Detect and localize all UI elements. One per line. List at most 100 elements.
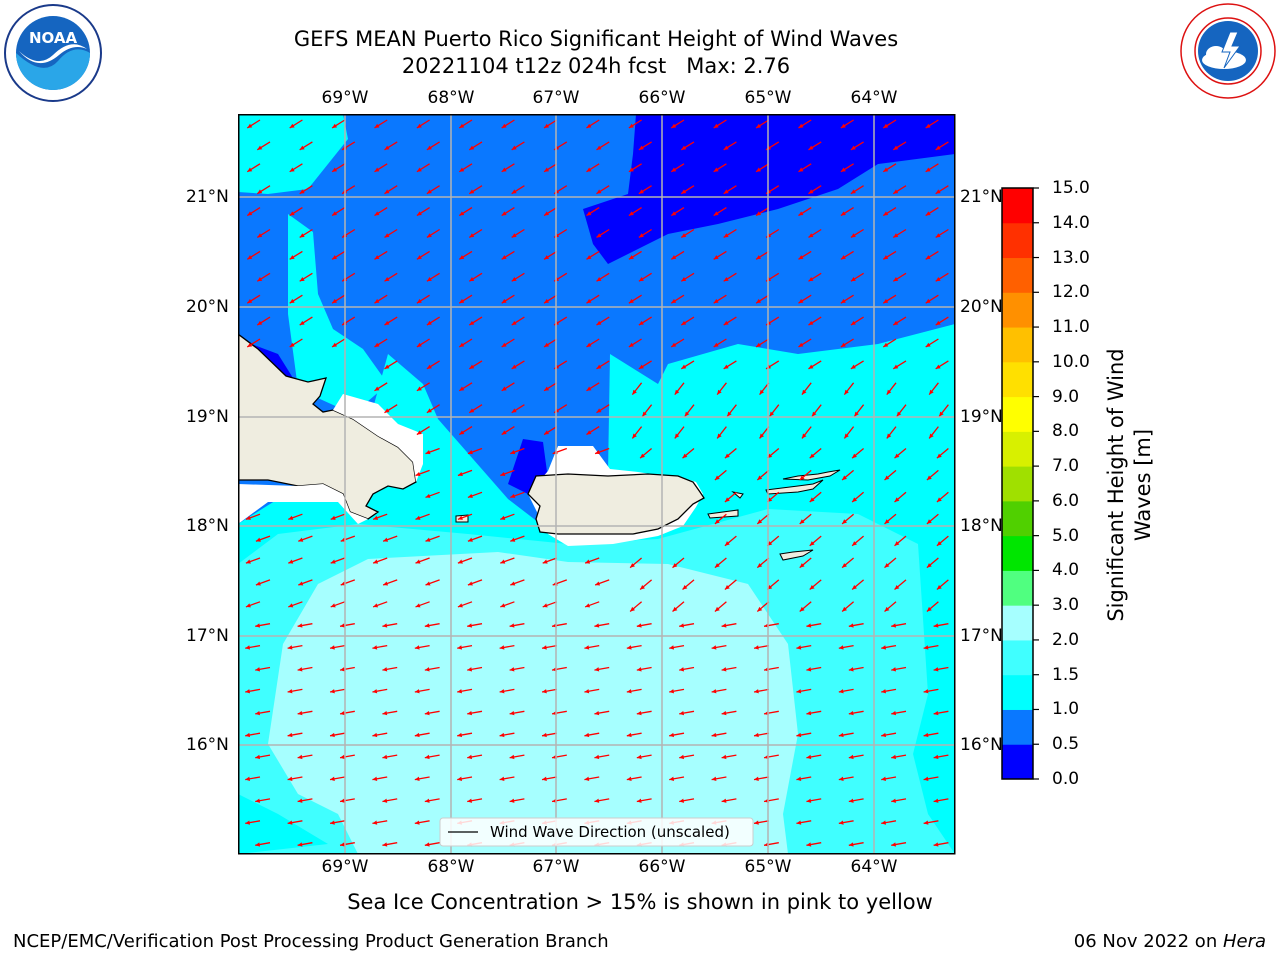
wave-arrow-head — [808, 364, 814, 369]
wave-arrow-head — [669, 645, 675, 650]
wave-arrow-head — [596, 320, 602, 326]
wave-arrow-head — [891, 710, 897, 716]
wave-arrow-head — [501, 211, 507, 216]
wave-arrow-head — [469, 408, 475, 413]
wave-arrow-head — [838, 645, 844, 650]
wave-arrow-head — [935, 189, 941, 194]
wave-arrow-head — [756, 123, 762, 128]
wave-arrow-head — [584, 776, 590, 781]
wave-arrow-head — [594, 710, 600, 716]
wave-arrow-head — [850, 320, 856, 326]
wave-arrow-head — [848, 667, 854, 672]
colorbar-tick-label: 1.5 — [1052, 664, 1080, 685]
footer-date: 06 Nov 2022 on Hera — [1074, 931, 1266, 952]
wave-arrow-head — [881, 732, 887, 738]
wave-arrow-head — [721, 667, 727, 672]
wave-arrow-head — [671, 298, 677, 304]
wave-arrow-head — [424, 842, 430, 847]
wave-arrow-head — [759, 433, 765, 439]
wave-arrow-head — [245, 603, 251, 608]
wave-arrow-head — [425, 581, 431, 586]
wave-arrow-head — [544, 255, 550, 260]
wave-arrow-head — [247, 342, 253, 347]
wave-arrow-head — [425, 537, 431, 542]
wave-arrow-head — [925, 298, 931, 304]
wave-arrow-head — [721, 754, 727, 760]
wave-arrow-head — [459, 123, 465, 128]
wave-arrow-head — [467, 754, 473, 760]
colorbar-segment — [1002, 570, 1033, 606]
wave-arrow-head — [500, 559, 506, 564]
wave-arrow-head — [796, 776, 802, 781]
wave-arrow-head — [596, 233, 602, 238]
wave-arrow-head — [632, 433, 637, 439]
wave-arrow-head — [723, 277, 729, 282]
wave-arrow-head — [544, 211, 550, 216]
wave-band-0.0-0.5-north — [583, 114, 955, 264]
wave-arrow-head — [801, 389, 807, 395]
wave-arrow-head — [332, 298, 338, 304]
wave-arrow-head — [721, 798, 727, 803]
legend-label: Wind Wave Direction (unscaled) — [490, 823, 730, 841]
wave-arrow-head — [717, 389, 722, 395]
vieques-island — [707, 509, 739, 519]
wave-arrow-head — [459, 211, 465, 216]
wave-arrow-head — [769, 411, 775, 417]
wave-arrow-head — [382, 667, 388, 672]
wave-arrow-head — [289, 255, 295, 260]
wave-arrow-head — [935, 277, 941, 282]
wave-arrow-head — [288, 603, 294, 608]
wave-arrow-head — [382, 710, 388, 716]
wave-arrow-head — [628, 167, 634, 172]
colorbar-segment — [1002, 709, 1033, 745]
wave-arrow-head — [679, 798, 685, 803]
wave-arrow-head — [509, 754, 515, 760]
wave-arrow-head — [373, 515, 379, 520]
wave-arrow-head — [426, 364, 432, 369]
wave-arrow-head — [757, 519, 763, 524]
colorbar-tick-label: 12.0 — [1052, 282, 1090, 303]
wave-arrow-head — [713, 298, 719, 304]
wave-arrow-head — [883, 255, 889, 260]
colorbar-tick-label: 11.0 — [1052, 317, 1090, 338]
wave-arrow-head — [850, 233, 856, 238]
lat-label-left-19n: 19°N — [186, 407, 229, 427]
wave-arrow-head — [682, 453, 688, 459]
wave-arrow-head — [383, 537, 389, 542]
wave-arrow-head — [542, 732, 547, 738]
wave-arrow-head — [257, 320, 263, 326]
wave-arrow-head — [674, 433, 680, 439]
wave-arrow-head — [414, 776, 420, 781]
wave-arrow-head — [511, 189, 517, 194]
wave-arrow-head — [852, 453, 857, 459]
wave-arrow-head — [500, 471, 506, 477]
wave-arrow-head — [586, 298, 592, 304]
wave-arrow-head — [374, 211, 380, 216]
colorbar-segment — [1002, 222, 1033, 259]
wave-arrow-head — [713, 255, 719, 260]
wave-arrow-head — [501, 255, 507, 260]
wave-arrow-head — [596, 364, 602, 369]
wave-arrow-head — [288, 515, 294, 520]
colorbar-tick-label: 2.0 — [1052, 629, 1080, 650]
wave-arrow-head — [925, 211, 931, 216]
wave-arrow-head — [628, 298, 634, 304]
wave-arrow-head — [297, 623, 303, 628]
wave-arrow-head — [672, 563, 678, 568]
wave-arrow-head — [884, 606, 890, 612]
wave-arrow-head — [372, 732, 378, 738]
st-croix-island — [779, 549, 814, 561]
wave-arrow-head — [636, 710, 642, 716]
wave-arrow-head — [511, 233, 517, 238]
wave-arrow-head — [467, 623, 473, 628]
wave-arrow-head — [796, 820, 802, 825]
wave-arrow-head — [467, 710, 473, 716]
wave-arrow-head — [939, 411, 944, 417]
wave-arrow-head — [374, 342, 380, 347]
wave-arrow-head — [894, 497, 900, 502]
wave-arrow-head — [332, 167, 338, 172]
wave-arrow-head — [933, 667, 939, 672]
wave-arrow-head — [255, 842, 261, 847]
wave-arrow-head — [373, 603, 379, 608]
wave-arrow-head — [723, 189, 729, 194]
